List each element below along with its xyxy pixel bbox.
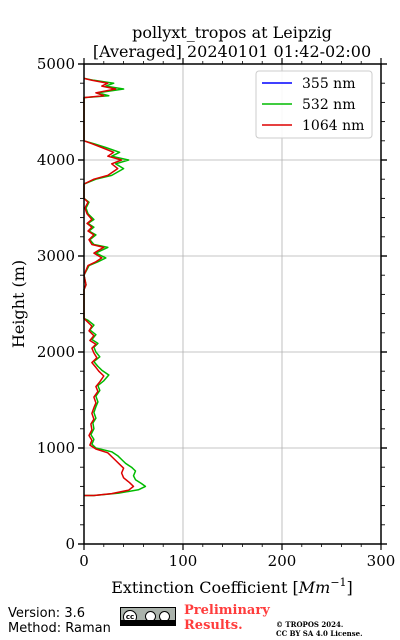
legend-box bbox=[255, 70, 373, 139]
creative-commons-by-sa-icon: cc bbox=[120, 607, 176, 626]
preliminary-line-2: Results. bbox=[184, 618, 243, 633]
legend-label: 532 nm bbox=[302, 97, 355, 113]
preliminary-results-note: Preliminary Results. bbox=[184, 603, 270, 633]
y-axis-label: Height (m) bbox=[9, 260, 28, 348]
legend-label: 355 nm bbox=[302, 76, 355, 92]
x-axis-ticks: 0 100 200 300 bbox=[79, 58, 395, 570]
y-tick-label: 1000 bbox=[37, 439, 75, 457]
x-tick-label: 300 bbox=[367, 552, 396, 570]
y-tick-label: 4000 bbox=[37, 151, 75, 169]
series-line-532-nm bbox=[83, 77, 147, 497]
y-axis-ticks: 0 1000 2000 3000 4000 5000 bbox=[37, 55, 387, 553]
copyright-line-2: CC BY SA 4.0 License. bbox=[276, 629, 363, 638]
chart-title: pollyxt_tropos at Leipzig bbox=[132, 23, 332, 42]
plot-frame bbox=[83, 63, 382, 545]
preliminary-line-1: Preliminary bbox=[184, 603, 270, 618]
x-axis-label: Extinction Coefficient [Mm−1] bbox=[111, 576, 353, 597]
y-tick-label: 5000 bbox=[37, 55, 75, 73]
x-tick-label: 200 bbox=[268, 552, 297, 570]
chart-subtitle: [Averaged] 20240101 01:42-02:00 bbox=[93, 42, 371, 61]
legend-label: 1064 nm bbox=[302, 118, 364, 134]
copyright-note: © TROPOS 2024. CC BY SA 4.0 License. bbox=[276, 620, 363, 638]
method-text: Method: Raman bbox=[8, 621, 111, 636]
version-text: Version: 3.6 bbox=[8, 606, 85, 621]
y-tick-label: 3000 bbox=[37, 247, 75, 265]
copyright-line-1: © TROPOS 2024. bbox=[276, 620, 344, 629]
legend: 355 nm 532 nm 1064 nm bbox=[255, 70, 373, 139]
y-tick-label: 0 bbox=[65, 535, 75, 553]
series-line-1064-nm bbox=[83, 77, 135, 497]
x-tick-label: 0 bbox=[79, 552, 89, 570]
data-series bbox=[83, 77, 147, 497]
x-tick-label: 100 bbox=[169, 552, 198, 570]
y-tick-label: 2000 bbox=[37, 343, 75, 361]
